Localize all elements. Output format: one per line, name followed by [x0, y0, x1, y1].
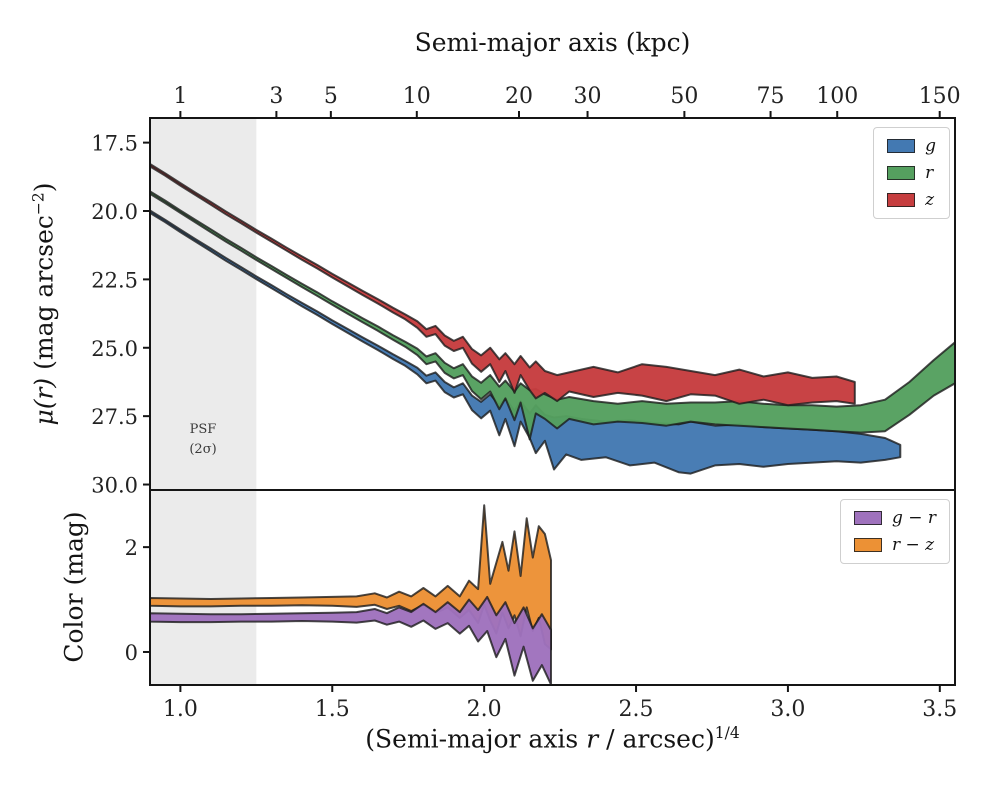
legend-item-r-z: r − z — [853, 535, 936, 555]
x-tick-label: 3.0 — [770, 697, 805, 722]
mu-tick-label: 27.5 — [91, 405, 138, 429]
bottom-x-axis-title-var: r — [586, 724, 599, 754]
kpc-tick-label: 100 — [816, 84, 858, 109]
mu-axis-title-units: (mag arcsec — [29, 215, 59, 378]
bottom-panel-spine — [149, 489, 956, 686]
psf-region-top — [150, 118, 257, 490]
legend-patch-r — [887, 166, 916, 180]
legend-item-g-r: g − r — [853, 508, 936, 528]
psf-region-bottom — [150, 490, 257, 685]
bottom-x-axis-title-sup: 1/4 — [714, 724, 740, 742]
band-r−z — [150, 504, 552, 651]
color-tick-label: 0 — [125, 641, 138, 665]
x-tick-label: 3.5 — [922, 697, 957, 722]
kpc-tick-label: 150 — [919, 84, 961, 109]
x-tick-label: 2.0 — [467, 697, 502, 722]
mu-tick-label: 20.0 — [91, 200, 138, 224]
bottom-x-axis-title-pre: (Semi-major axis — [365, 724, 587, 754]
psf-label: PSF (2σ) — [189, 420, 216, 460]
kpc-tick-label: 30 — [574, 84, 602, 109]
legend-item-z: z — [887, 190, 936, 210]
psf-label-line1: PSF — [189, 422, 217, 437]
mu-tick-label: 22.5 — [91, 268, 138, 292]
legend-label-r: r — [925, 163, 934, 183]
band-r — [150, 190, 955, 441]
kpc-tick-label: 50 — [670, 84, 698, 109]
legend-label-z: z — [925, 190, 935, 210]
mu-axis-title-math: μ(r) — [29, 377, 59, 426]
mu-tick-label: 25.0 — [91, 337, 138, 361]
legend-label-g-r: g − r — [891, 508, 936, 528]
band-g — [150, 209, 902, 475]
kpc-tick-label: 1 — [173, 84, 187, 109]
legend-label-g: g — [925, 136, 936, 156]
mu-axis-title-close: ) — [29, 182, 59, 193]
bottom-x-axis-title: (Semi-major axis r / arcsec)1/4 — [150, 724, 955, 753]
x-tick-label: 2.5 — [619, 697, 654, 722]
mu-axis-title-sup: −2 — [29, 192, 48, 216]
legend-patch-g-r — [853, 511, 882, 525]
legend-label-r-z: r − z — [891, 535, 935, 555]
kpc-tick-label: 5 — [324, 84, 338, 109]
x-tick-label: 1.5 — [315, 697, 350, 722]
mu-tick-label: 30.0 — [91, 474, 138, 498]
color-axis-title: Color (mag) — [59, 511, 89, 663]
legend-item-r: r — [887, 163, 936, 183]
psf-label-line2: (2σ) — [189, 442, 217, 458]
bottom-x-axis-title-post: / arcsec) — [598, 724, 715, 754]
legend-item-g: g — [887, 136, 936, 156]
top-x-axis-title: Semi-major axis (kpc) — [414, 28, 691, 57]
legend-photometry: g r z — [873, 127, 950, 219]
band-g−r — [150, 595, 552, 685]
color-tick-label: 2 — [125, 536, 138, 560]
kpc-tick-label: 3 — [269, 84, 283, 109]
legend-patch-z — [887, 193, 916, 207]
kpc-tick-label: 10 — [403, 84, 431, 109]
kpc-tick-label: 20 — [505, 84, 533, 109]
x-tick-label: 1.0 — [163, 697, 198, 722]
band-z — [150, 163, 856, 407]
legend-colors: g − r r − z — [839, 499, 950, 564]
mu-tick-label: 17.5 — [91, 132, 138, 156]
kpc-tick-label: 75 — [757, 84, 785, 109]
legend-patch-g — [887, 139, 916, 153]
mu-axis-title: μ(r) (mag arcsec−2) — [29, 182, 58, 425]
legend-patch-r-z — [853, 538, 882, 552]
